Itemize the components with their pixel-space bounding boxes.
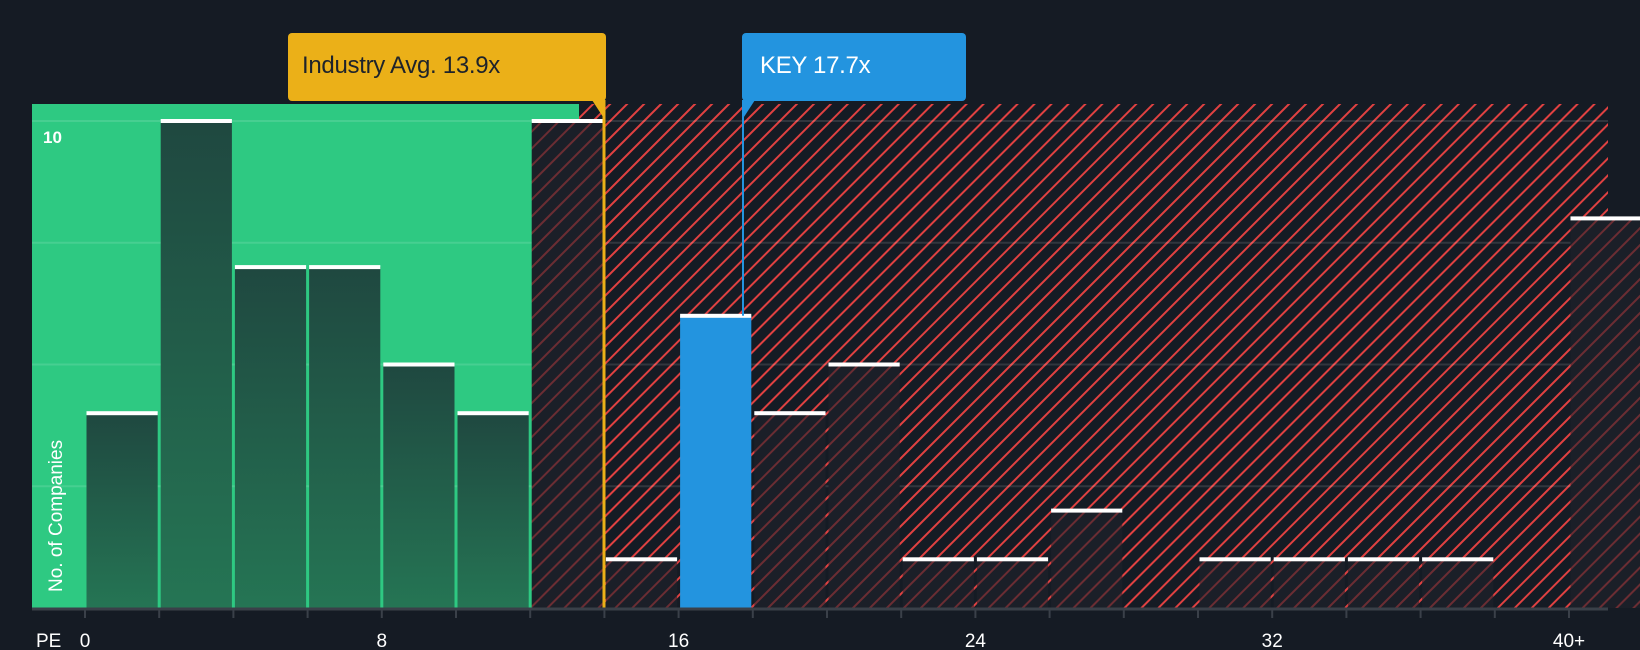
y-axis-title: No. of Companies	[46, 440, 67, 592]
x-tick-label: 8	[377, 631, 388, 650]
bars	[86, 119, 1640, 608]
bar-top-marker	[976, 557, 1049, 562]
bar-top-marker	[1347, 557, 1420, 562]
bar-top-marker	[1422, 557, 1494, 562]
x-tick-label: 40+	[1553, 631, 1585, 650]
histogram-bar	[1422, 559, 1494, 608]
histogram-bar	[1570, 218, 1640, 608]
histogram-bar	[902, 559, 974, 608]
bar-top-marker	[457, 411, 529, 416]
x-tick-label: 24	[965, 631, 987, 650]
bar-top-marker	[86, 411, 158, 416]
highlight-bar	[680, 315, 752, 608]
bar-top-marker	[1051, 508, 1123, 513]
bar-top-marker	[1273, 557, 1345, 562]
bar-top-marker	[531, 119, 603, 123]
histogram-bar	[234, 267, 307, 608]
y-axis-max-tick: 10	[43, 128, 62, 147]
histogram-bar	[1199, 559, 1271, 608]
histogram-bar	[1051, 510, 1123, 608]
bar-top-marker	[828, 362, 900, 367]
bar-top-marker	[234, 265, 307, 270]
x-tick-label: 32	[1262, 631, 1283, 650]
bar-top-marker	[1570, 216, 1640, 221]
bar-top-marker	[605, 557, 678, 562]
histogram-bar	[754, 413, 826, 608]
histogram-bar	[1347, 559, 1420, 608]
bar-top-marker	[1199, 557, 1271, 562]
histogram-bar	[1273, 559, 1345, 608]
x-tick-label: 16	[668, 631, 689, 650]
histogram-bar	[976, 559, 1049, 608]
histogram-bar	[531, 121, 603, 608]
histogram-bar	[383, 364, 455, 608]
bar-top-marker	[680, 313, 752, 318]
histogram-bar	[605, 559, 678, 608]
industry-avg-label: Industry Avg. 13.9x	[288, 33, 606, 101]
histogram-bar	[160, 121, 232, 608]
key-company-label: KEY 17.7x	[742, 33, 966, 101]
bar-top-marker	[383, 362, 455, 367]
histogram-bar	[828, 364, 900, 608]
histogram-bar	[309, 267, 381, 608]
histogram-bar	[457, 413, 529, 608]
x-axis-title: PE	[36, 631, 61, 650]
bar-top-marker	[160, 119, 232, 123]
bar-top-marker	[902, 557, 974, 562]
key-pointer	[742, 100, 755, 120]
industry-avg-pointer	[592, 100, 605, 120]
reference-lines	[602, 100, 744, 608]
bar-top-marker	[754, 411, 826, 416]
histogram-bar	[86, 413, 158, 608]
x-tick-label: 0	[80, 631, 91, 650]
x-axis: 0 8 16 24 32 40+	[32, 607, 1608, 650]
bar-top-marker	[309, 265, 381, 270]
